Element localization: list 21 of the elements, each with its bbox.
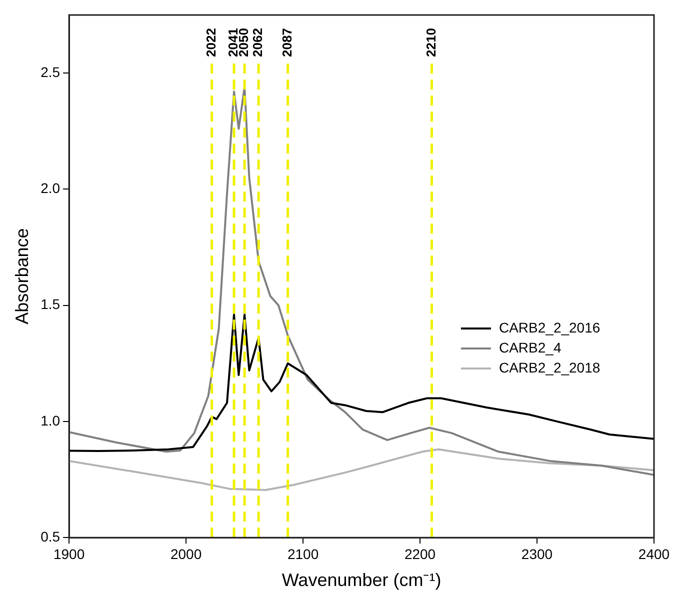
- x-tick-label: 2300: [521, 546, 553, 562]
- x-tick-label: 2000: [170, 546, 202, 562]
- y-tick-label: 0.5: [40, 528, 60, 544]
- y-tick-label: 1.5: [40, 296, 60, 312]
- y-tick-label: 2.5: [40, 64, 60, 80]
- ref-line-label: 2050: [236, 28, 252, 57]
- x-tick-label: 2400: [638, 546, 670, 562]
- legend-label: CARB2_2_2018: [498, 359, 600, 376]
- ref-line-label: 2022: [203, 28, 218, 57]
- x-tick-label: 2200: [404, 546, 436, 562]
- x-tick-label: 1900: [53, 546, 85, 562]
- y-axis-title: Absorbance: [12, 228, 32, 324]
- ref-line-label: 2062: [250, 28, 266, 57]
- y-tick-label: 1.0: [40, 412, 60, 428]
- ref-line-label: 2087: [279, 28, 294, 57]
- legend-label: CARB2_2_2016: [498, 319, 600, 336]
- x-tick-label: 2100: [287, 546, 319, 562]
- ref-line-label: 2210: [423, 28, 438, 57]
- legend-label: CARB2_4: [498, 339, 562, 356]
- y-tick-label: 2.0: [40, 180, 60, 196]
- x-axis-title: Wavenumber (cm⁻¹): [282, 570, 442, 590]
